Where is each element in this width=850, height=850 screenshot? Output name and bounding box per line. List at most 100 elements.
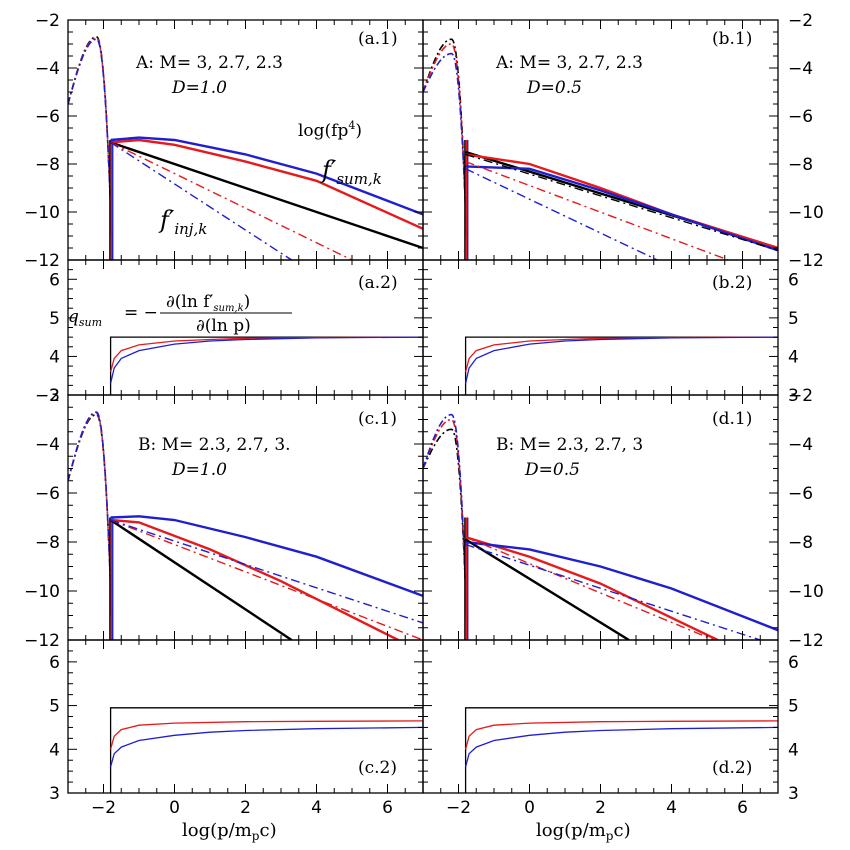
x-axis-label-left: log(p/mpc) [182, 820, 277, 843]
maxwellian-curve-a1-red [68, 37, 114, 260]
panel-tag-d2: (d.2) [712, 758, 752, 778]
series-b2-black-solid [464, 336, 778, 395]
y-tick-label: 4 [49, 740, 60, 760]
series-a1-red-solid [110, 138, 423, 230]
y-tick-label: 3 [788, 386, 799, 406]
annotation-b1-models: A: M= 3, 2.7, 2.3 [495, 53, 643, 73]
x-tick-label: −2 [446, 798, 471, 818]
series-d1-blue-solid [465, 540, 778, 632]
plot-area-b2 [464, 336, 778, 395]
maxwellian-curve-a1-blue [68, 38, 114, 260]
x-tick-label: 0 [169, 798, 180, 818]
series-c1-blue-solid [110, 515, 423, 598]
annotation-c1-diffusion: D=1.0 [171, 460, 227, 480]
series-d1-blue-dashdot [465, 543, 761, 640]
y-tick-label: −8 [35, 533, 60, 553]
y-tick-label: −6 [35, 107, 60, 127]
finj-label: f′inj,k [158, 206, 207, 238]
y-tick-label: −4 [35, 435, 60, 455]
series-c2-red-solid [109, 720, 423, 750]
panel-tag-a2: (a.2) [358, 273, 398, 293]
maxwellian-curve-d1-blue [423, 413, 469, 640]
y-tick-label: 3 [788, 784, 799, 804]
series-d1-red-dashdot [465, 536, 715, 640]
y-tick-label: 3 [49, 386, 60, 406]
plot-area-c1 [68, 411, 423, 640]
series-c1-black-dashdot [110, 519, 292, 640]
maxwellian-curve-b1-black [423, 38, 469, 260]
series-b1-red-dashdot [465, 160, 729, 260]
plot-area-a2 [109, 336, 423, 395]
maxwellian-curve-a1-black [68, 35, 114, 260]
maxwellian-curve-c1-black [68, 413, 114, 640]
y-tick-label: 5 [49, 697, 60, 717]
q-sum-numerator: ∂(ln f′sum,k) [166, 292, 250, 314]
y-tick-label: 6 [49, 270, 60, 290]
series-c1-red-solid [110, 518, 399, 640]
annotation-a1-models: A: M= 3, 2.7, 2.3 [135, 53, 283, 73]
series-c1-red-dashdot [110, 519, 423, 640]
panel-tag-c1: (c.1) [358, 409, 397, 429]
y-tick-label: −12 [24, 251, 60, 271]
y-tick-label: 4 [788, 740, 799, 760]
series-b1-blue-solid [465, 165, 778, 252]
series-b2-red-solid [464, 336, 778, 373]
y-tick-label: −4 [788, 435, 813, 455]
y-tick-label: −4 [788, 59, 813, 79]
y-tick-label: −8 [35, 155, 60, 175]
x-tick-label: 6 [737, 798, 748, 818]
ticks-layer: −12 −10 −8 −6 −4 −2 −12 −10 −8 −6 −4 −2 −12 −10 −8 −6 −4… [24, 11, 824, 818]
panel-tag-c2: (c.2) [358, 758, 397, 778]
series-b2-blue-solid [464, 336, 778, 384]
series-c2-blue-solid [109, 726, 423, 767]
x-axis-label-right: log(p/mpc) [536, 820, 631, 843]
y-tick-label: 5 [788, 697, 799, 717]
y-tick-label: −10 [24, 582, 60, 602]
plot-area-d2 [464, 707, 778, 793]
series-a1-blue-solid [110, 136, 423, 216]
y-tick-label: −4 [35, 59, 60, 79]
annotation-d1-models: B: M= 2.3, 2.7, 3 [496, 435, 643, 455]
x-tick-label: 4 [666, 798, 677, 818]
series-a2-black-solid [109, 336, 423, 395]
series-b1-black-dashdot [465, 153, 778, 252]
y-tick-label: −2 [35, 11, 60, 31]
y-tick-label: −8 [788, 155, 813, 175]
x-tick-label: 2 [595, 798, 606, 818]
y-tick-label: −12 [788, 631, 824, 651]
series-a2-blue-solid [109, 336, 423, 384]
series-d2-red-solid [464, 720, 778, 750]
y-tick-label: −2 [788, 11, 813, 31]
y-tick-label: 5 [788, 309, 799, 329]
series-d2-blue-solid [464, 726, 778, 767]
x-tick-label: 0 [524, 798, 535, 818]
plot-area-a1 [68, 35, 423, 260]
series-a1-blue-dashdot [110, 141, 292, 260]
x-tick-label: 2 [240, 798, 251, 818]
y-tick-label: −6 [788, 107, 813, 127]
q-sum-equation: qsum = − ∂(ln f′sum,k) ∂(ln p) [68, 292, 292, 336]
y-tick-label: 4 [788, 347, 799, 367]
y-tick-label: 3 [49, 784, 60, 804]
maxwellian-curve-c1-red [68, 412, 114, 640]
y-tick-label: 4 [49, 347, 60, 367]
y-tick-label: −6 [35, 484, 60, 504]
panel-tag-d1: (d.1) [712, 409, 752, 429]
panel-tag-a1: (a.1) [358, 29, 398, 49]
y-tick-label: −12 [24, 631, 60, 651]
y-tick-label: −10 [788, 582, 824, 602]
maxwellian-curve-c1-blue [68, 411, 114, 640]
maxwellian-curve-d1-red [423, 418, 469, 640]
y-tick-label: −8 [788, 533, 813, 553]
x-tick-label: 4 [311, 798, 322, 818]
y-tick-label: 6 [788, 270, 799, 290]
fsum-label: f′sum,k [320, 156, 382, 188]
y-tick-label: −10 [788, 203, 824, 223]
maxwellian-curve-b1-red [423, 43, 469, 260]
series-b1-blue-dashdot [465, 168, 658, 260]
x-tick-label: −2 [91, 798, 116, 818]
panel-tag-b1: (b.1) [712, 29, 752, 49]
y-quantity-label: log(fp4) [298, 119, 362, 141]
y-tick-label: 6 [49, 653, 60, 673]
